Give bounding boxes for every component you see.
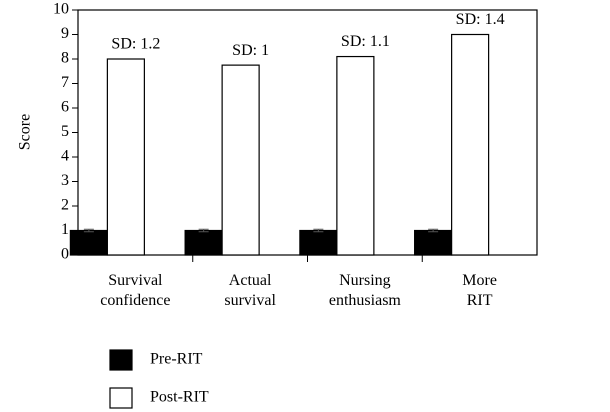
bar [299,229,338,256]
x-tick-label: Survival confidence [100,272,170,309]
y-tick-label: 10 [53,1,69,18]
annotation: SD: 1 [232,42,269,59]
x-tick-label: Nursing enthusiasm [329,272,402,309]
x-tick-label: More RIT [462,272,497,309]
y-tick-label: 8 [61,50,69,67]
y-tick-label: 7 [61,74,69,91]
bar [184,229,223,256]
bar [414,229,453,256]
annotation: SD: 1.2 [111,36,160,53]
annotation: SD: 1.1 [341,33,390,50]
x-tick-label: Actual survival [224,272,276,309]
y-tick-label: 5 [61,123,69,140]
y-tick-label: 6 [61,99,69,116]
y-tick-label: 4 [61,148,69,165]
legend-swatch [109,349,133,371]
error-bar [428,228,439,233]
bar [451,33,490,256]
y-tick-label: 1 [61,221,69,238]
bar [69,229,108,256]
y-tick-label: 2 [61,197,69,214]
y-tick-label: 0 [61,246,69,263]
error-bar [83,228,94,233]
y-tick-label: 3 [61,172,69,189]
bar [106,58,145,256]
error-bar [313,228,324,233]
error-bar [198,228,209,233]
bar [221,64,260,256]
bar [336,55,375,256]
legend-label: Pre-RIT [150,351,203,368]
legend-swatch [109,387,133,409]
annotation: SD: 1.4 [456,11,505,28]
y-axis-label: Score [17,114,34,150]
y-tick-label: 9 [61,25,69,42]
legend-label: Post-RIT [150,389,209,406]
